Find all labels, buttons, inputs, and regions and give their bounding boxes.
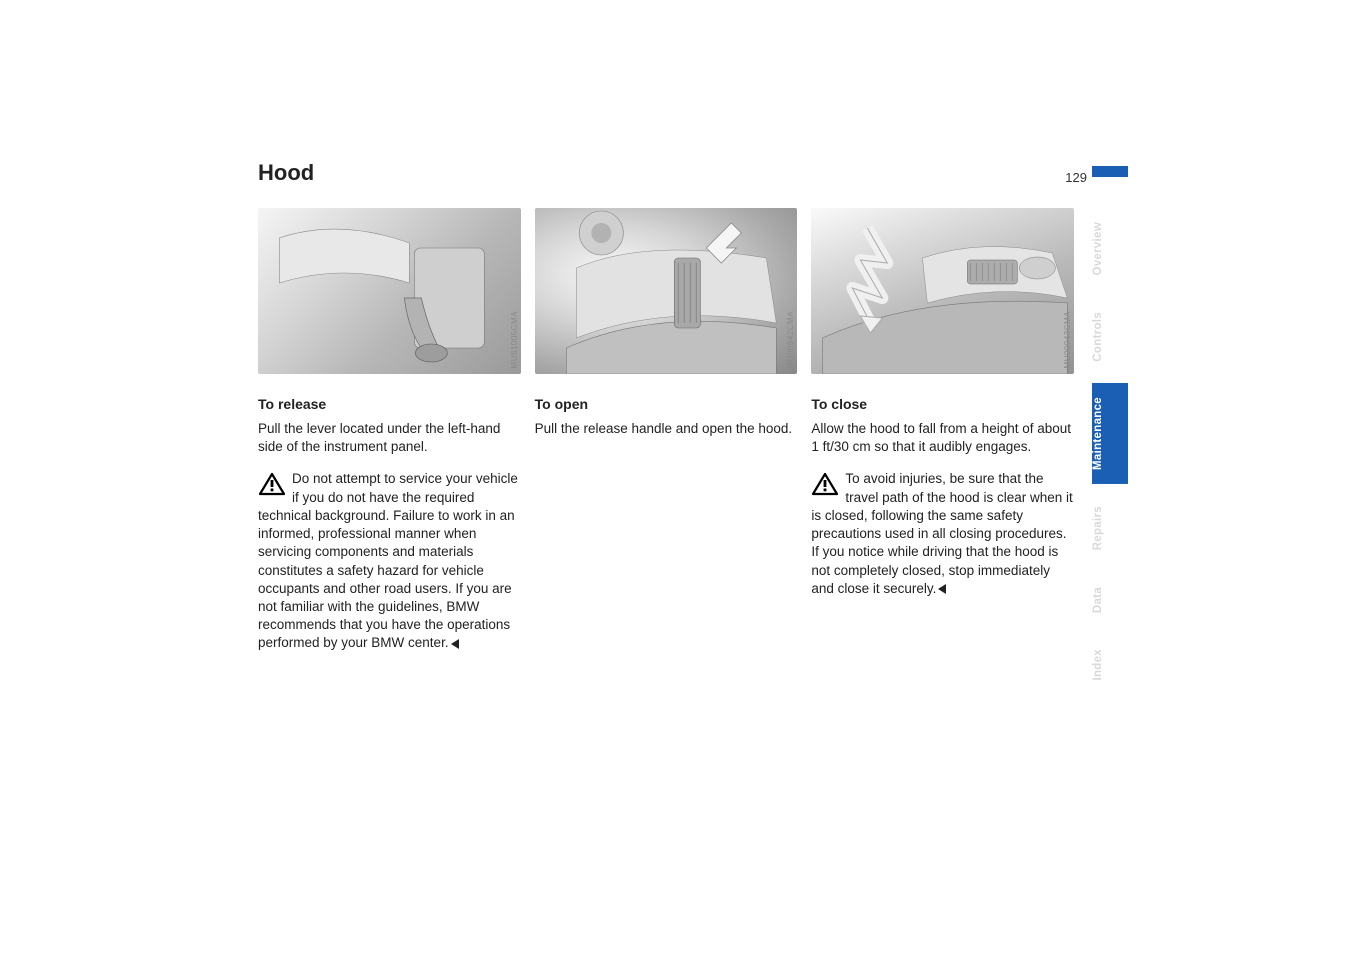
warning-release-text: Do not attempt to service your vehicle i… bbox=[258, 471, 518, 650]
page-title: Hood bbox=[258, 160, 314, 186]
heading-close: To close bbox=[811, 396, 1074, 412]
illustration-release-lever: MU61005CMA bbox=[258, 208, 521, 374]
warning-triangle-icon bbox=[811, 472, 839, 496]
image-code-open: MU00942CMA bbox=[786, 311, 795, 368]
page-number: 129 bbox=[1065, 170, 1087, 185]
illustration-open-hood: MU00942CMA bbox=[535, 208, 798, 374]
column-close: MU00943CMA To close Allow the hood to fa… bbox=[811, 208, 1074, 653]
tab-controls[interactable]: Controls bbox=[1092, 298, 1128, 376]
section-tabs: Overview Controls Maintenance Repairs Da… bbox=[1092, 208, 1128, 694]
tab-maintenance[interactable]: Maintenance bbox=[1092, 383, 1128, 484]
column-release: MU61005CMA To release Pull the lever loc… bbox=[258, 208, 521, 653]
close-hood-svg bbox=[811, 208, 1074, 374]
body-open: Pull the release handle and open the hoo… bbox=[535, 420, 798, 438]
warning-close: To avoid injuries, be sure that the trav… bbox=[811, 470, 1074, 598]
warning-release: Do not attempt to service your vehicle i… bbox=[258, 470, 521, 652]
image-code-close: MU00943CMA bbox=[1063, 311, 1072, 368]
column-open: MU00942CMA To open Pull the release hand… bbox=[535, 208, 798, 653]
illustration-close-hood: MU00943CMA bbox=[811, 208, 1074, 374]
image-code-release: MU61005CMA bbox=[510, 311, 519, 368]
body-release: Pull the lever located under the left-ha… bbox=[258, 420, 521, 456]
open-hood-svg bbox=[535, 208, 798, 374]
end-marker-icon bbox=[451, 639, 459, 649]
heading-release: To release bbox=[258, 396, 521, 412]
content-columns: MU61005CMA To release Pull the lever loc… bbox=[258, 208, 1074, 653]
tab-index[interactable]: Index bbox=[1092, 635, 1128, 695]
release-lever-svg bbox=[258, 208, 521, 374]
tab-overview[interactable]: Overview bbox=[1092, 208, 1128, 290]
page-number-bar bbox=[1092, 166, 1128, 177]
warning-close-text: To avoid injuries, be sure that the trav… bbox=[811, 471, 1072, 595]
body-close: Allow the hood to fall from a height of … bbox=[811, 420, 1074, 456]
warning-triangle-icon bbox=[258, 472, 286, 496]
tab-repairs[interactable]: Repairs bbox=[1092, 492, 1128, 564]
end-marker-icon bbox=[938, 584, 946, 594]
tab-data[interactable]: Data bbox=[1092, 573, 1128, 627]
heading-open: To open bbox=[535, 396, 798, 412]
